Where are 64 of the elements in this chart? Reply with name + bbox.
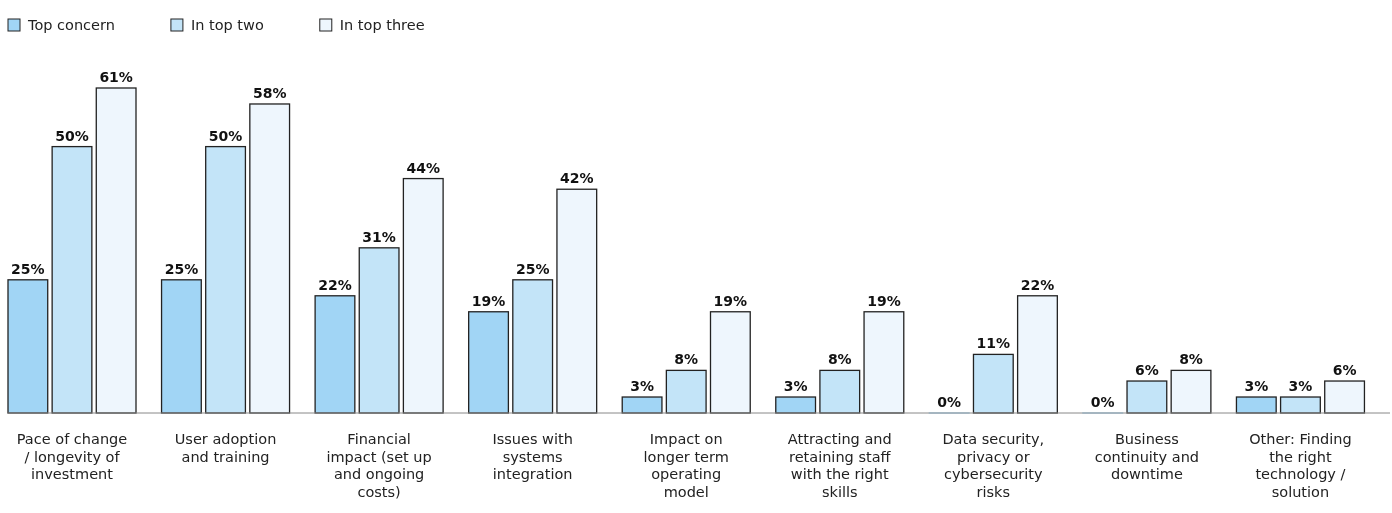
data-label: 19% — [867, 292, 901, 309]
data-label: 3% — [783, 378, 808, 395]
data-label: 8% — [674, 351, 699, 368]
bar — [819, 369, 861, 414]
bar — [468, 311, 510, 414]
data-label: 0% — [1090, 394, 1115, 410]
data-label: 11% — [976, 335, 1011, 352]
x-tick-label: Issues with systems integration — [492, 431, 573, 482]
data-label: 6% — [1332, 362, 1357, 379]
bar — [205, 145, 247, 414]
bar — [160, 279, 202, 414]
x-tick-label: Financial impact (set up and ongoing costs) — [326, 431, 432, 500]
data-label: 22% — [318, 276, 352, 293]
x-tick-label: User adoption and training — [174, 431, 277, 465]
bar — [1324, 380, 1366, 414]
data-label: 44% — [406, 159, 441, 176]
bar — [95, 87, 137, 414]
data-label: 3% — [630, 378, 654, 395]
data-label: 25% — [164, 260, 199, 277]
data-label: 42% — [560, 170, 594, 187]
legend-label: Top concern — [27, 17, 115, 33]
data-label: 22% — [1020, 276, 1055, 293]
data-label: 3% — [1244, 378, 1269, 395]
x-tick-label: Pace of change / longevity of investment — [16, 431, 128, 482]
bar — [1016, 295, 1058, 414]
bar — [402, 177, 444, 414]
legend-label: In top two — [190, 17, 264, 33]
data-label: 3% — [1288, 378, 1313, 395]
bar — [512, 279, 554, 414]
bar — [556, 188, 598, 414]
data-label: 25% — [515, 260, 550, 277]
bar — [51, 145, 93, 414]
bar — [775, 396, 817, 414]
bar — [1170, 369, 1212, 414]
x-tick-label: Data security, privacy or cybersecurity risks — [942, 431, 1045, 500]
bar — [621, 396, 663, 414]
data-label: 0% — [937, 394, 962, 410]
bar — [249, 103, 291, 414]
data-label: 61% — [99, 69, 133, 85]
data-label: 6% — [1135, 362, 1159, 379]
x-tick-label: Business continuity and downtime — [1094, 431, 1200, 482]
x-tick-label: Other: Finding the right technology / solution — [1249, 431, 1352, 500]
data-label: 19% — [471, 292, 506, 309]
data-label: 25% — [11, 260, 45, 277]
data-label: 8% — [827, 351, 852, 368]
bar — [709, 311, 751, 414]
bar — [972, 353, 1014, 414]
bar — [1235, 396, 1277, 414]
x-tick-label: Impact on longer term operating model — [643, 431, 729, 500]
data-label: 50% — [55, 127, 89, 144]
bar — [665, 369, 707, 414]
legend-label: In top three — [339, 17, 425, 33]
bar — [1126, 380, 1168, 414]
bar — [358, 247, 400, 414]
data-label: 50% — [208, 127, 243, 144]
bar — [1279, 396, 1321, 414]
bar — [863, 311, 905, 414]
data-label: 31% — [362, 228, 396, 245]
bar — [7, 279, 49, 414]
data-label: 19% — [713, 292, 748, 309]
x-tick-label: Attracting and retaining staff with the right skills — [787, 431, 892, 500]
data-label: 8% — [1179, 351, 1203, 368]
bar — [314, 295, 356, 414]
data-label: 58% — [252, 84, 287, 101]
